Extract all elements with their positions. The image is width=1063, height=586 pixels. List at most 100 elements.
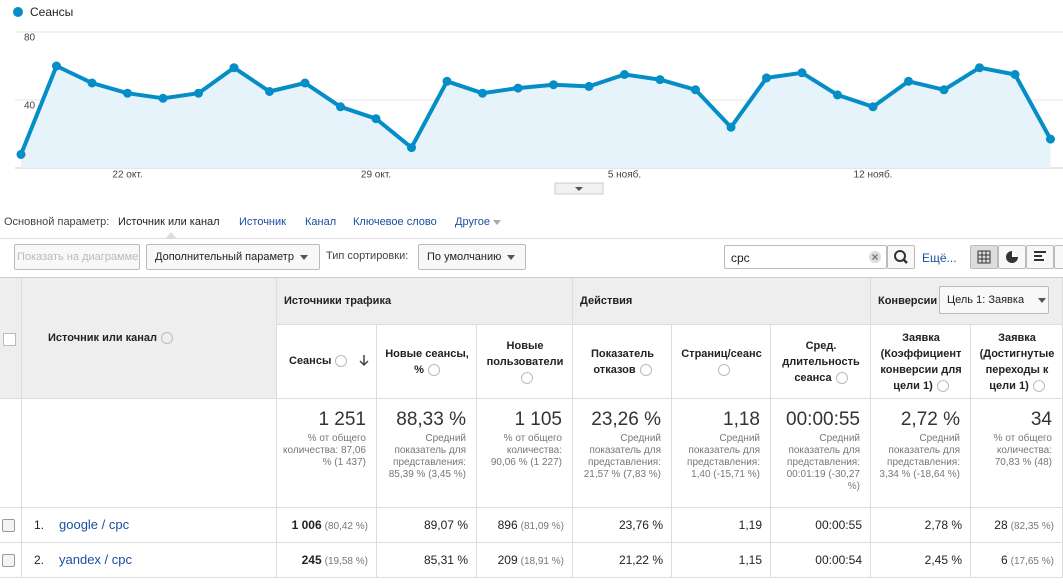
row-value: 896 (81,09 %) xyxy=(498,518,564,532)
help-icon xyxy=(835,372,848,385)
view-more[interactable] xyxy=(1054,245,1063,269)
search-input[interactable]: cpc xyxy=(724,245,887,269)
point xyxy=(1010,70,1020,79)
point xyxy=(1046,134,1055,144)
value-text: 85,31 % xyxy=(423,553,468,567)
row-cell: 2,78 % xyxy=(871,508,971,543)
row-value: 00:00:55 xyxy=(815,518,862,532)
help-icon xyxy=(427,364,440,377)
more-link[interactable]: Ещё... xyxy=(922,251,957,265)
value-text: 23,76 % xyxy=(618,518,663,532)
column-header: Новые пользователи xyxy=(481,325,569,399)
value-share: (19,58 %) xyxy=(324,556,368,567)
total-value: 1 251 xyxy=(318,409,366,430)
column-header-text: Заявка (Коэффициент конверсии для цели 1… xyxy=(880,332,962,392)
total-note: Средний показатель для представления: 85… xyxy=(388,433,466,480)
column-header-text: Сеансы xyxy=(289,355,332,367)
total-note: % от общего количества: 70,83 % (48) xyxy=(993,433,1052,468)
group-header: Источники трафика xyxy=(284,295,392,307)
point xyxy=(655,75,665,85)
row-dimension-cell: 1. google / cpc xyxy=(22,508,277,543)
dimension-option[interactable]: Другое xyxy=(455,216,501,228)
column-header-inner: Заявка (Коэффициент конверсии для цели 1… xyxy=(875,330,967,394)
view-table[interactable] xyxy=(970,245,998,269)
total-note: % от общего количества: 87,06 % (1 437) xyxy=(283,433,366,468)
bars-icon xyxy=(1034,251,1046,261)
totals-empty xyxy=(22,399,277,508)
clear-icon[interactable] xyxy=(868,250,882,264)
point xyxy=(87,78,97,88)
sort-select[interactable]: По умолчанию xyxy=(418,244,526,270)
column-header-text: Заявка (Достигнутые переходы к цели 1) xyxy=(979,332,1055,392)
totals-cell: 1 105 % от общего количества: 90,06 % (1 … xyxy=(477,399,573,508)
column-header: Страниц/сеанс xyxy=(676,325,767,399)
row-value: 23,76 % xyxy=(619,518,663,532)
row-cell: 00:00:54 xyxy=(771,543,871,578)
value-text: 245 xyxy=(301,553,322,567)
point xyxy=(158,93,168,103)
row-checkbox[interactable] xyxy=(2,519,15,532)
dimension-active: Источник или канал xyxy=(118,216,220,228)
value-text: 6 xyxy=(1000,553,1008,567)
row-value: 245 (19,58 %) xyxy=(302,553,368,567)
goal-select-text: Цель 1: Заявка xyxy=(947,294,1025,306)
row-link[interactable]: yandex / cpc xyxy=(59,552,132,567)
x-tick-label: 5 нояб. xyxy=(608,169,641,181)
row-checkbox-cell xyxy=(0,543,22,578)
value-text: 1,15 xyxy=(738,553,762,567)
totals-cell: 34 % от общего количества: 70,83 % (48) xyxy=(971,399,1063,508)
secondary-text: Дополнительный параметр xyxy=(155,251,294,263)
column-header-cell: Новые сеансы, % xyxy=(377,325,477,399)
column-header-cell: Страниц/сеанс xyxy=(672,325,771,399)
column-header-text: Страниц/сеанс xyxy=(681,348,762,360)
help-icon xyxy=(161,332,174,345)
secondary-dimension[interactable]: Дополнительный параметр xyxy=(146,244,320,270)
totals-cell: 00:00:55 Средний показатель для представл… xyxy=(771,399,871,508)
row-link[interactable]: google / cpc xyxy=(59,517,130,532)
value-text: 1,19 xyxy=(738,518,762,532)
view-bars[interactable] xyxy=(1026,245,1054,269)
row-checkbox[interactable] xyxy=(2,554,15,567)
column-header-inner: Показатель отказов xyxy=(577,346,668,378)
value-text: 89,07 % xyxy=(423,518,468,532)
view-pie[interactable] xyxy=(998,245,1026,269)
totals-cell: 1 251 % от общего количества: 87,06 % (1 … xyxy=(277,399,377,508)
line xyxy=(19,64,1053,156)
column-header-text: Сред. длительность сеанса xyxy=(782,340,860,384)
column-header-cell: Новые пользователи xyxy=(477,325,573,399)
column-header-cell: Заявка (Достигнутые переходы к цели 1) xyxy=(971,325,1063,399)
dimension-header: Источник или канал xyxy=(48,332,174,345)
column-header-text: Новые сеансы, % xyxy=(385,348,469,376)
column-header-text: Показатель отказов xyxy=(590,348,655,376)
point xyxy=(726,122,736,132)
point xyxy=(371,114,381,124)
x-tick-label: 12 нояб. xyxy=(854,169,893,181)
totals-cell: 23,26 % Средний показатель для представле… xyxy=(573,399,672,508)
column-header-inner: Сред. длительность сеанса xyxy=(775,338,867,386)
row-cell: 1,19 xyxy=(672,508,771,543)
row-value: 2,45 % xyxy=(925,553,962,567)
column-header-inner: Новые сеансы, % xyxy=(381,346,473,378)
dimension-option[interactable]: Ключевое слово xyxy=(353,216,437,228)
row-cell: 1,15 xyxy=(672,543,771,578)
total-value: 34 xyxy=(1030,409,1052,430)
row-value: 89,07 % xyxy=(424,518,468,532)
point xyxy=(16,149,26,159)
point xyxy=(797,68,807,78)
goal-select[interactable]: Цель 1: Заявка xyxy=(939,286,1049,314)
column-header-inner: Страниц/сеанс xyxy=(676,346,767,378)
total-note: % от общего количества: 90,06 % (1 227) xyxy=(490,433,562,468)
search-button[interactable] xyxy=(887,245,915,269)
dimension-option[interactable]: Источник xyxy=(239,216,286,228)
plot-button[interactable]: Показать на диаграмме xyxy=(14,244,140,270)
help-icon xyxy=(639,364,652,377)
row-cell: 2,45 % xyxy=(871,543,971,578)
row-value: 1 006 (80,42 %) xyxy=(292,518,368,532)
row-value: 28 (82,35 %) xyxy=(994,518,1054,532)
dimension-option[interactable]: Канал xyxy=(305,216,337,228)
select-arrow xyxy=(507,254,516,260)
search-icon xyxy=(894,250,908,264)
point xyxy=(52,61,61,71)
value-text: 00:00:54 xyxy=(815,553,862,567)
